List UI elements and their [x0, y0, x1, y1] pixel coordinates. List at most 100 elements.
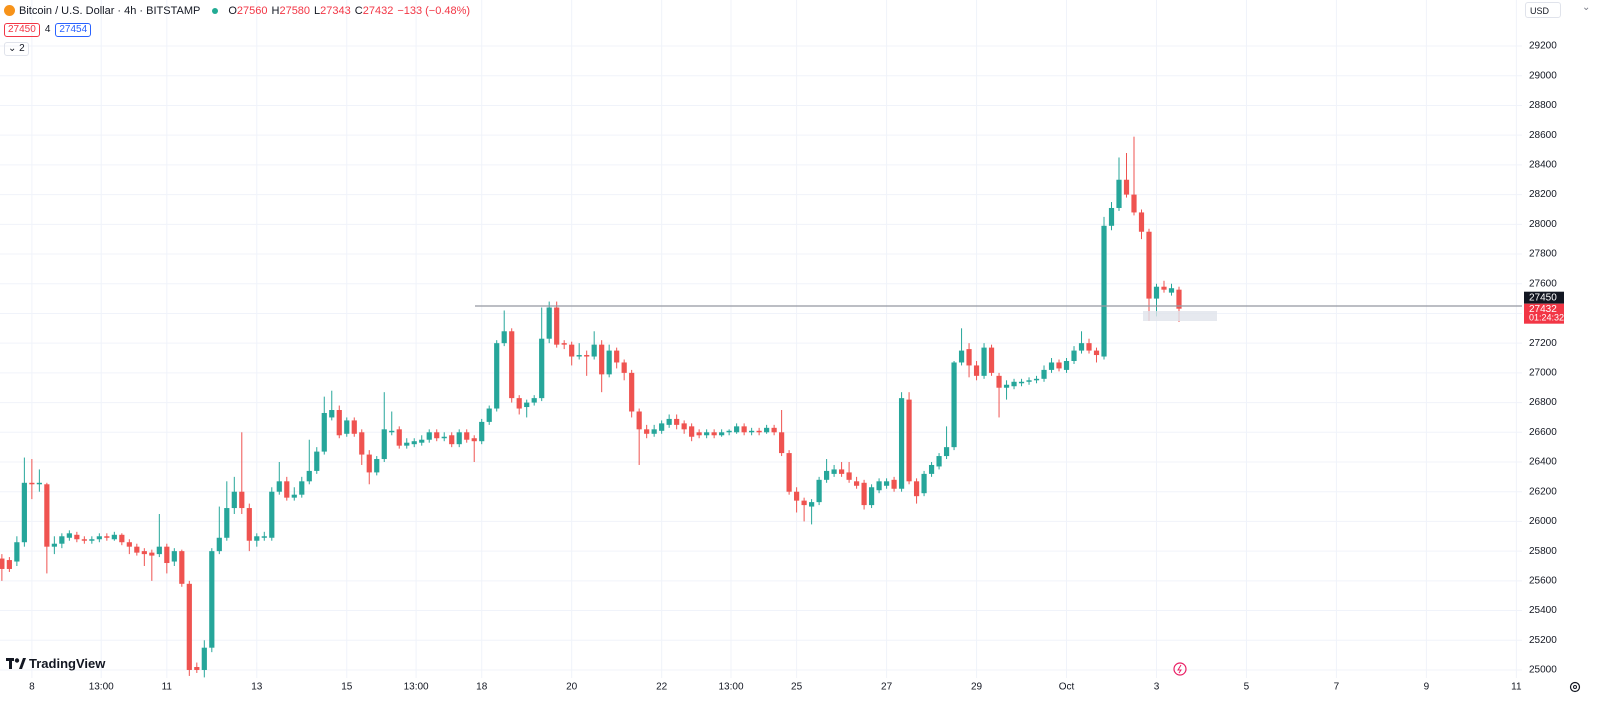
- candle-body: [44, 484, 50, 547]
- c-label: C: [354, 4, 363, 17]
- candle-body: [734, 426, 740, 433]
- candle-body: [6, 560, 12, 569]
- candle-body: [359, 432, 365, 455]
- y-tick-label: 27800: [1529, 249, 1557, 260]
- legend: Bitcoin / U.S. Dollar · 4h · BITSTAMP O …: [4, 3, 470, 60]
- candle-body: [966, 349, 972, 366]
- candle-body: [1056, 362, 1062, 369]
- candle-body: [246, 508, 252, 541]
- lightning-icon[interactable]: [1173, 662, 1187, 676]
- candle-body: [479, 421, 485, 442]
- currency-button[interactable]: USD: [1525, 2, 1561, 18]
- candle-body: [149, 552, 155, 556]
- currency-menu[interactable]: ⌄: [1582, 2, 1591, 13]
- candle-body: [134, 546, 140, 553]
- candle-body: [426, 432, 432, 440]
- candle-body: [36, 482, 42, 485]
- candle-body: [704, 432, 710, 436]
- y-tick-label: 29000: [1529, 70, 1557, 81]
- candle-body: [404, 442, 410, 446]
- brand[interactable]: TradingView: [6, 656, 105, 671]
- candle-body: [306, 470, 312, 482]
- ray-price-bg: [1524, 291, 1564, 304]
- candle-body: [336, 410, 342, 436]
- y-tick-label: 26800: [1529, 397, 1557, 408]
- candle-body: [898, 398, 905, 489]
- candle-body: [831, 469, 837, 474]
- symbol[interactable]: Bitcoin / U.S. Dollar · 4h · BITSTAMP: [19, 4, 201, 17]
- x-tick-label: 27: [881, 682, 893, 693]
- x-tick-label: 25: [791, 682, 803, 693]
- candle-body: [681, 423, 687, 430]
- y-tick-label: 28000: [1529, 219, 1557, 230]
- candle-body: [824, 470, 830, 480]
- candle-body: [494, 343, 500, 409]
- candle-body: [1093, 350, 1100, 356]
- candle-body: [216, 537, 222, 552]
- candle-body: [569, 344, 575, 357]
- candle-body: [111, 534, 117, 540]
- candle-body: [591, 344, 597, 357]
- candle-body: [531, 398, 537, 403]
- x-tick-label: 18: [476, 682, 488, 693]
- candle-body: [74, 534, 80, 540]
- candle-body: [861, 482, 867, 506]
- coin-icon: [4, 5, 15, 16]
- x-tick-label: 13: [251, 682, 263, 693]
- sell-button[interactable]: 27450: [4, 22, 40, 37]
- candle-body: [516, 398, 522, 409]
- candle-body: [988, 347, 995, 373]
- candle-body: [1123, 179, 1130, 195]
- x-tick-label: 7: [1334, 682, 1340, 693]
- candle-body: [996, 375, 1002, 388]
- x-tick-label: 22: [656, 682, 668, 693]
- y-tick-label: 25600: [1529, 575, 1557, 586]
- x-tick-label: 11: [162, 682, 173, 693]
- open-value: 27560: [236, 4, 268, 17]
- candle-body: [779, 432, 785, 454]
- candle-body: [809, 502, 815, 507]
- candle-body: [726, 430, 732, 433]
- settings-hub: [1573, 685, 1577, 689]
- candle-body: [921, 473, 927, 494]
- candle-body: [629, 372, 635, 412]
- x-tick-label: 13:00: [89, 682, 114, 693]
- ray-price: 27450: [1529, 292, 1557, 303]
- candle-body: [546, 307, 552, 339]
- candle-body: [396, 429, 402, 446]
- candle-body: [666, 418, 672, 425]
- indicators-toggle[interactable]: ⌄ 2: [4, 41, 29, 56]
- candle-body: [464, 432, 470, 440]
- candle-body: [838, 469, 845, 474]
- buy-button[interactable]: 27454: [55, 22, 92, 37]
- candle-body: [96, 536, 102, 540]
- candle-body: [51, 543, 57, 547]
- candle-body: [269, 491, 275, 538]
- settings-icon[interactable]: [1569, 681, 1581, 693]
- x-tick-label: 8: [29, 682, 35, 693]
- y-tick-label: 25800: [1529, 546, 1557, 557]
- candle-body: [471, 438, 477, 442]
- candle-body: [719, 432, 725, 436]
- candle-body: [59, 536, 65, 544]
- candle-body: [314, 451, 320, 471]
- candle-body: [1138, 212, 1145, 232]
- last-price: 27432: [1529, 304, 1557, 315]
- candle-body: [1048, 362, 1055, 370]
- shaded-box: [1143, 311, 1217, 321]
- candle-body: [194, 667, 200, 670]
- candle-body: [1071, 350, 1077, 361]
- countdown: 01:24:32: [1529, 313, 1564, 323]
- candle-body: [764, 427, 770, 433]
- indicator-count: 2: [19, 42, 25, 54]
- candle-body: [1041, 369, 1047, 379]
- candle-body: [786, 453, 792, 492]
- candle-body: [906, 399, 912, 482]
- candle-body: [554, 307, 560, 345]
- candle-body: [711, 432, 717, 436]
- candle-body: [509, 331, 515, 399]
- l-label: L: [314, 4, 321, 17]
- candle-body: [621, 362, 627, 373]
- y-tick-label: 28400: [1529, 160, 1557, 171]
- x-tick-label: 13:00: [404, 682, 429, 693]
